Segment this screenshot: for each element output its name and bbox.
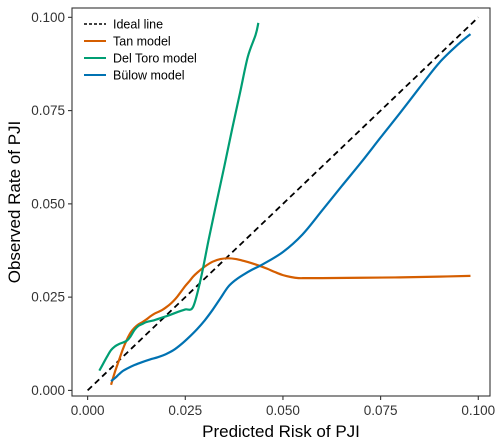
legend: Ideal line Tan model Del Toro model Bülow m… [84,18,197,83]
series-line-bulow-model [110,33,472,382]
y-tick-label: 0.050 [31,196,65,211]
series-line-tan-model [110,257,471,386]
y-tick-label: 0.075 [31,103,65,118]
y-tick-label: 0.025 [31,290,65,305]
series-layer [87,16,479,392]
x-axis-title: Predicted Risk of PJI [202,422,360,441]
x-tick-label: 0.075 [364,403,398,418]
series-line-del-toro-model [98,22,260,372]
y-tick-label: 0.100 [31,10,65,25]
legend-label-ideal-line: Ideal line [113,18,163,32]
x-tick-label: 0.025 [168,403,202,418]
x-tick-label: 0.100 [461,403,495,418]
legend-label-bulow-model: Bülow model [113,69,185,83]
y-axis-title: Observed Rate of PJI [5,121,24,284]
x-axis: 0.000 0.025 0.050 0.075 0.100 [71,396,495,418]
y-tick-label: 0.000 [31,383,65,398]
legend-label-del-toro-model: Del Toro model [113,52,197,66]
x-tick-label: 0.050 [266,403,300,418]
x-tick-label: 0.000 [71,403,105,418]
series-line-ideal-line [87,16,479,392]
legend-label-tan-model: Tan model [113,35,171,49]
plot-area [71,7,491,397]
y-axis: 0.000 0.025 0.050 0.075 0.100 [31,10,72,398]
plot-panel-border [71,7,491,397]
